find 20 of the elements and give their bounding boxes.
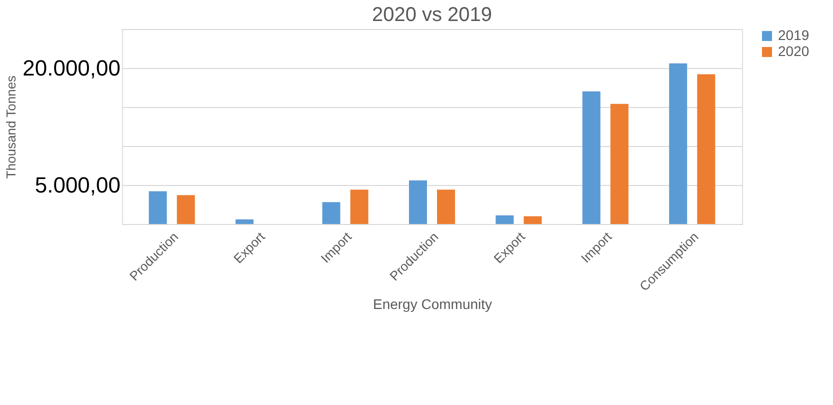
bar — [176, 195, 195, 224]
bar — [350, 190, 368, 224]
y-axis-title: Thousand Tonnes — [4, 74, 19, 179]
y-tick-label: 5.000,00 — [34, 172, 120, 198]
bar — [148, 191, 167, 224]
bar — [697, 74, 716, 224]
chart-title: 2020 vs 2019 — [372, 4, 492, 26]
bar — [610, 104, 628, 224]
bar — [408, 180, 427, 224]
bar — [437, 190, 456, 224]
bar — [322, 202, 340, 224]
bar — [669, 63, 688, 224]
bar — [582, 91, 600, 224]
legend-label: 2020 — [778, 43, 810, 59]
bar — [496, 215, 514, 224]
bar — [524, 216, 542, 224]
bar — [236, 219, 254, 224]
legend-label: 2019 — [778, 27, 810, 43]
y-tick-label: 20.000,00 — [22, 56, 120, 80]
x-axis-title: Energy Community — [372, 296, 492, 312]
